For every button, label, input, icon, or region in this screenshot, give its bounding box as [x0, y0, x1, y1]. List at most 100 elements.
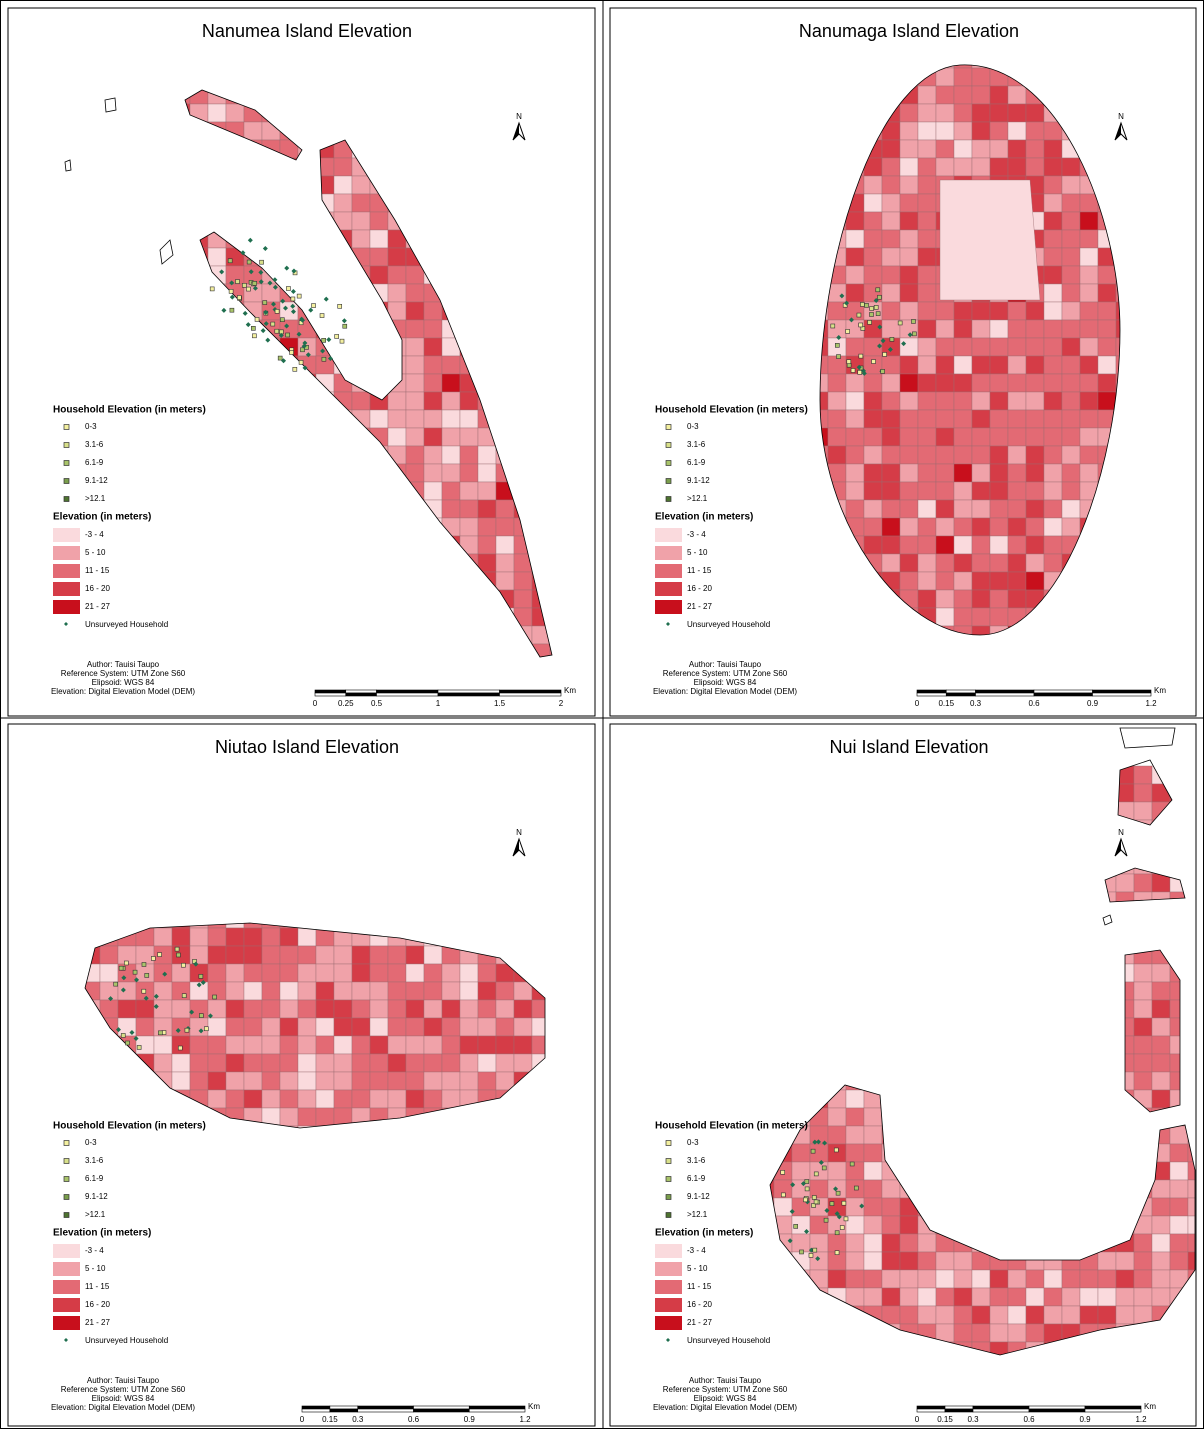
elevation-cell: [1152, 590, 1170, 608]
elevation-cell: [208, 874, 226, 892]
elevation-cell: [1170, 158, 1188, 176]
elevation-cell: [172, 1144, 190, 1162]
elevation-cell: [460, 802, 478, 820]
elevation-cell: [720, 946, 738, 964]
elevation-cell: [369, 607, 389, 627]
elevation-cell: [899, 891, 919, 911]
elevation-cell: [64, 766, 82, 784]
elevation-cell: [280, 662, 298, 680]
elevation-cell: [154, 1162, 172, 1180]
elevation-cell: [1079, 157, 1099, 177]
elevation-cell: [185, 337, 191, 357]
elevation-cell: [459, 175, 479, 195]
elevation-cell: [863, 1233, 883, 1253]
unsurveyed-point: [207, 1013, 213, 1019]
elevation-cell: [207, 90, 227, 105]
elevation-cell: [953, 1161, 973, 1181]
household-point: [124, 960, 129, 966]
scale-segment: [499, 689, 562, 694]
legend-marker: [665, 424, 672, 430]
elevation-cell: [1152, 410, 1170, 428]
panel-frame: [609, 7, 1197, 717]
elevation-cell: [387, 945, 407, 965]
elevation-cell: [478, 1198, 496, 1216]
elevation-cell: [225, 391, 245, 411]
elevation-cell: [262, 892, 280, 910]
elevation-cell: [720, 464, 738, 482]
elevation-cell: [153, 927, 173, 947]
elevation-cell: [333, 211, 353, 231]
elevation-cell: [190, 1324, 208, 1342]
elevation-cell: [1152, 446, 1170, 464]
elevation-cell: [899, 1089, 919, 1109]
elevation-cell: [756, 482, 774, 500]
elevation-cell: [136, 892, 154, 910]
elevation-cell: [1062, 1378, 1080, 1396]
elevation-cell: [756, 248, 774, 266]
elevation-cell: [972, 1378, 990, 1396]
elevation-cell: [791, 945, 811, 965]
elevation-cell: [532, 1270, 550, 1288]
elevation-cell: [917, 103, 937, 123]
elevation-cell: [899, 301, 919, 321]
elevation-cell: [100, 248, 118, 266]
elevation-cell: [82, 356, 100, 374]
elevation-cell: [351, 1071, 371, 1091]
elevation-cell: [279, 481, 299, 501]
elevation-cell: [334, 820, 352, 838]
elevation-cell: [549, 463, 552, 483]
elevation-cell: [226, 892, 244, 910]
elevation-cell: [863, 873, 883, 893]
elevation-cell: [899, 373, 919, 393]
elevation-cell: [513, 319, 533, 339]
elevation-cell: [881, 819, 901, 839]
elevation-cell: [770, 837, 775, 857]
elevation-cell: [899, 1035, 919, 1055]
legend-title: Elevation (in meters): [655, 512, 753, 523]
household-point: [858, 353, 864, 359]
elevation-cell: [1043, 999, 1063, 1019]
elevation-cell: [684, 910, 702, 928]
elevation-cell: [881, 481, 901, 501]
elevation-cell: [792, 320, 810, 338]
elevation-cell: [845, 499, 865, 519]
elevation-cell: [1134, 50, 1152, 68]
elevation-cell: [388, 1288, 406, 1306]
elevation-cell: [648, 212, 666, 230]
elevation-cell: [989, 1035, 1009, 1055]
elevation-cell: [1152, 464, 1170, 482]
elevation-cell: [630, 1306, 648, 1324]
elevation-cell: [863, 981, 883, 1001]
elevation-cell: [100, 230, 118, 248]
elevation-cell: [405, 923, 425, 929]
elevation-cell: [460, 1324, 478, 1342]
elevation-cell: [82, 68, 100, 86]
household-point: [873, 305, 879, 310]
elevation-cell: [1007, 1305, 1027, 1325]
elevation-cell: [684, 946, 702, 964]
elevation-cell: [774, 644, 792, 662]
elevation-cell: [1007, 139, 1027, 159]
elevation-cell: [315, 1089, 335, 1109]
elevation-cell: [1025, 67, 1045, 87]
elevation-cell: [612, 572, 630, 590]
elevation-cell: [1115, 247, 1120, 267]
elevation-cell: [989, 157, 1009, 177]
elevation-cell: [881, 1125, 901, 1145]
elevation-cell: [459, 391, 479, 411]
elevation-cell: [1079, 909, 1099, 929]
elevation-cell: [315, 301, 335, 321]
elevation-cell: [387, 999, 407, 1019]
elevation-cell: [513, 481, 533, 501]
elevation-cell: [827, 1323, 847, 1343]
elevation-cell: [315, 427, 335, 447]
elevation-cell: [387, 427, 407, 447]
elevation-cell: [388, 784, 406, 802]
elevation-cell: [190, 802, 208, 820]
elevation-cell: [720, 122, 738, 140]
elevation-cell: [550, 1198, 568, 1216]
elevation-cell: [738, 446, 756, 464]
elevation-cell: [225, 175, 245, 195]
elevation-cell: [845, 945, 865, 965]
elevation-cell: [738, 1198, 756, 1216]
